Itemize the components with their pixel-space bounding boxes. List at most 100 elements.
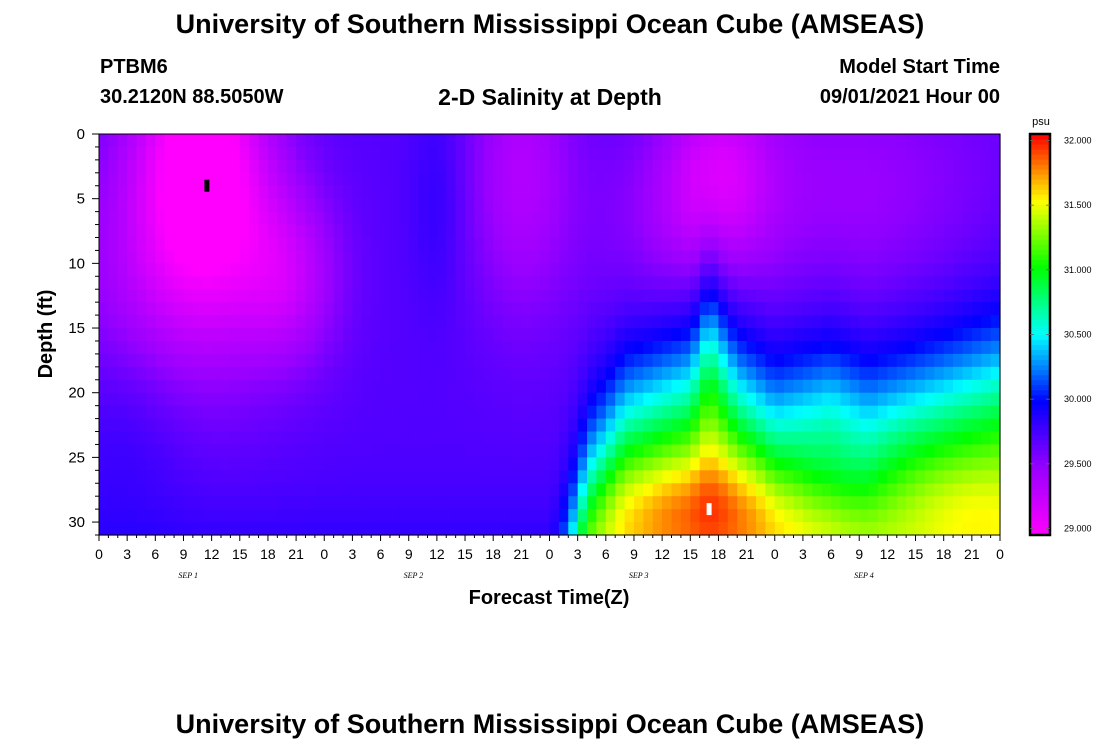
heatmap-cell (183, 470, 194, 484)
heatmap-cell (343, 224, 354, 239)
heatmap-cell (230, 470, 241, 484)
heatmap-cell (305, 431, 316, 446)
heatmap-cell (305, 353, 316, 368)
heatmap-cell (239, 172, 250, 187)
heatmap-cell (971, 366, 982, 381)
heatmap-cell (502, 522, 513, 536)
heatmap-cell (737, 198, 748, 213)
heatmap-cell (568, 315, 579, 329)
heatmap-cell (277, 496, 288, 510)
heatmap-cell (164, 483, 175, 497)
heatmap-cell (981, 185, 992, 200)
heatmap-cell (117, 353, 128, 368)
heatmap-cell (831, 172, 842, 187)
heatmap-cell (784, 134, 795, 148)
heatmap-cell (305, 172, 316, 187)
heatmap-cell (662, 457, 673, 471)
heatmap-cell (333, 457, 344, 471)
heatmap-cell (502, 405, 513, 420)
heatmap-cell (924, 328, 935, 342)
heatmap-cell (455, 522, 466, 536)
heatmap-cell (802, 172, 813, 187)
colorbar-band (1030, 354, 1050, 361)
heatmap-cell (108, 457, 119, 471)
heatmap-cell (596, 134, 607, 148)
heatmap-cell (662, 328, 673, 342)
heatmap-cell (877, 224, 888, 239)
heatmap-cell (709, 366, 720, 381)
heatmap-cell (821, 276, 832, 290)
heatmap-cell (755, 159, 766, 174)
heatmap-cell (361, 159, 372, 174)
heatmap-cell (239, 379, 250, 394)
heatmap-cell (587, 483, 598, 497)
heatmap-cell (314, 405, 325, 420)
heatmap-cell (765, 315, 776, 329)
heatmap-cell (699, 289, 710, 303)
heatmap-cell (530, 457, 541, 471)
heatmap-cell (568, 224, 579, 239)
heatmap-cell (127, 198, 138, 213)
heatmap-cell (877, 509, 888, 523)
colorbar-band (1030, 139, 1050, 145)
heatmap-cell (934, 366, 945, 381)
heatmap-cell (962, 483, 973, 497)
heatmap-cell (286, 496, 297, 510)
heatmap-cell (971, 418, 982, 433)
heatmap-cell (849, 431, 860, 446)
heatmap-cell (662, 134, 673, 148)
heatmap-cell (558, 483, 569, 497)
heatmap-cell (587, 366, 598, 381)
heatmap-cell (558, 315, 569, 329)
heatmap-cell (399, 146, 410, 161)
heatmap-cell (849, 496, 860, 510)
heatmap-cell (727, 483, 738, 497)
heatmap-cell (502, 263, 513, 277)
heatmap-cell (314, 211, 325, 226)
heatmap-cell (192, 405, 203, 420)
heatmap-cell (380, 340, 391, 355)
heatmap-cell (155, 444, 166, 458)
heatmap-cell (643, 392, 654, 407)
heatmap-cell (821, 457, 832, 471)
heatmap-cell (511, 392, 522, 407)
heatmap-cell (521, 302, 532, 316)
heatmap-cell (671, 470, 682, 484)
heatmap-cell (971, 405, 982, 420)
heatmap-cell (605, 379, 616, 394)
heatmap-cell (277, 483, 288, 497)
heatmap-cell (108, 276, 119, 290)
heatmap-cell (192, 431, 203, 446)
heatmap-cell (267, 431, 278, 446)
heatmap-cell (521, 159, 532, 174)
heatmap-cell (812, 250, 823, 264)
heatmap-cell (371, 315, 382, 329)
heatmap-cell (859, 276, 870, 290)
heatmap-cell (202, 159, 213, 174)
footer-title: University of Southern Mississippi Ocean… (175, 709, 925, 739)
heatmap-cell (624, 134, 635, 148)
heatmap-cell (540, 444, 551, 458)
heatmap-cell (896, 444, 907, 458)
heatmap-cell (859, 315, 870, 329)
heatmap-cell (239, 457, 250, 471)
heatmap-cell (380, 315, 391, 329)
heatmap-cell (690, 237, 701, 252)
heatmap-cell (183, 250, 194, 264)
heatmap-cell (389, 340, 400, 355)
heatmap-cell (849, 315, 860, 329)
heatmap-cell (680, 418, 691, 433)
heatmap-cell (652, 392, 663, 407)
heatmap-cell (174, 405, 185, 420)
heatmap-cell (605, 263, 616, 277)
heatmap-cell (887, 315, 898, 329)
heatmap-cell (727, 224, 738, 239)
heatmap-cell (408, 302, 419, 316)
heatmap-cell (652, 496, 663, 510)
heatmap-cell (436, 392, 447, 407)
heatmap-cell (718, 470, 729, 484)
heatmap-cell (314, 418, 325, 433)
heatmap-cell (371, 470, 382, 484)
heatmap-cell (671, 431, 682, 446)
